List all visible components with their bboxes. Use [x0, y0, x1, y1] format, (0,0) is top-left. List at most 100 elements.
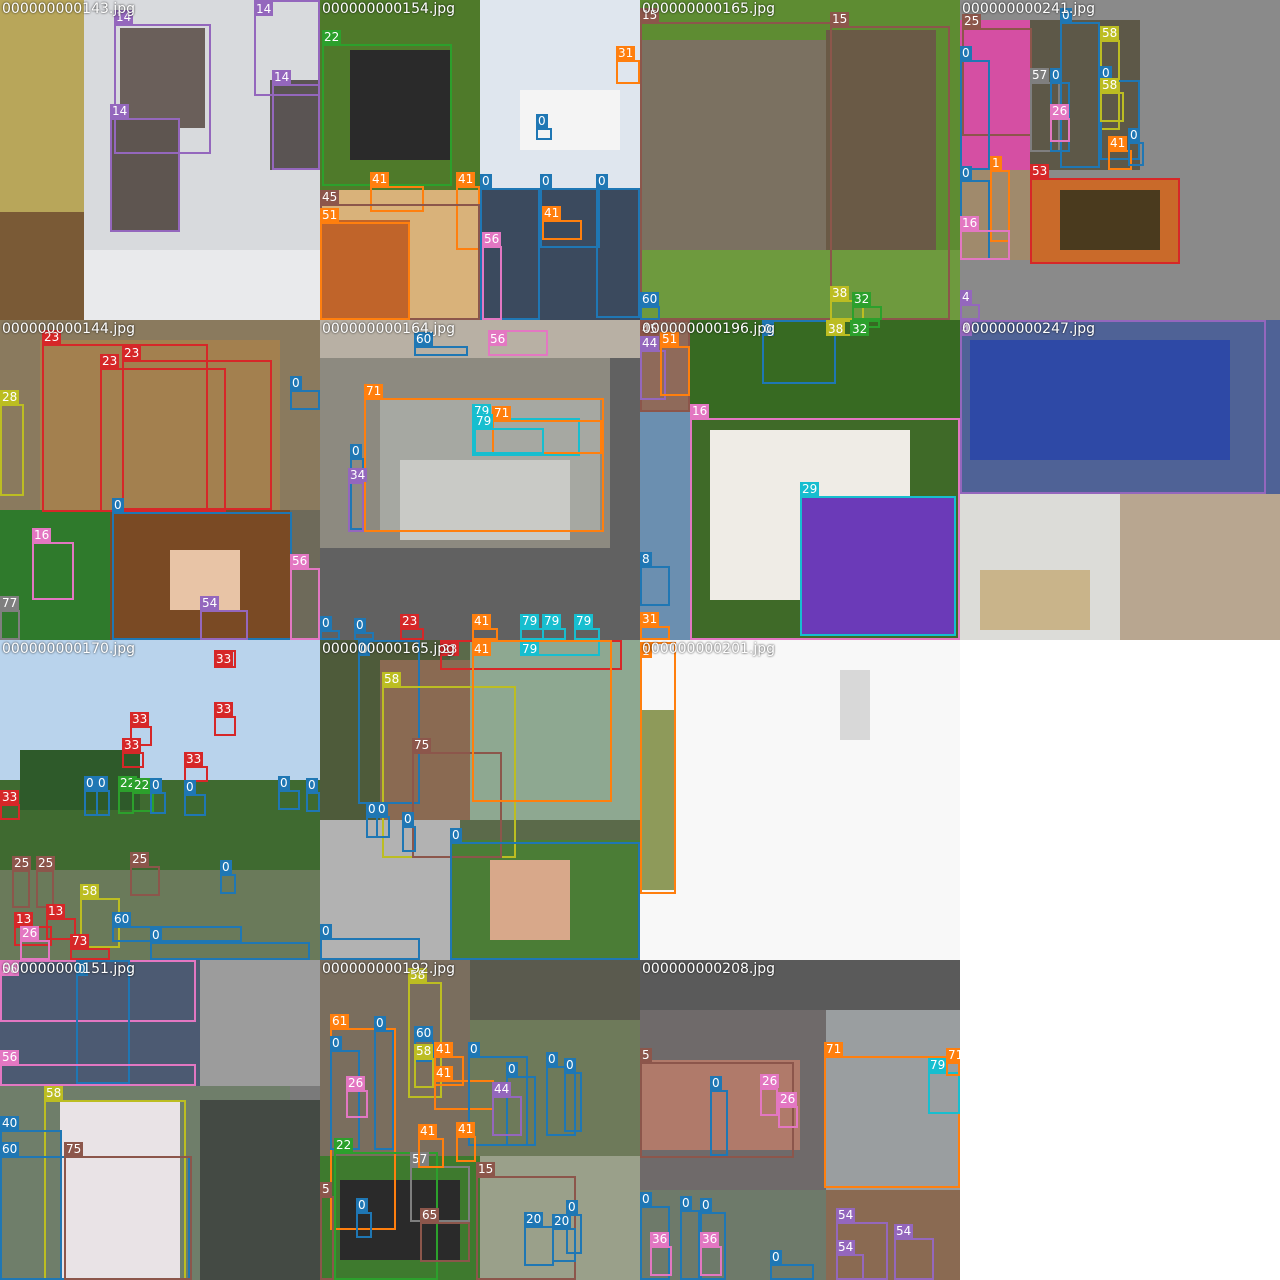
- class-label: 0: [564, 1058, 576, 1072]
- class-label: 8: [640, 552, 652, 566]
- class-label: 25: [962, 14, 982, 28]
- bounding-box: 31: [616, 46, 640, 84]
- bounding-box: 41: [456, 1122, 476, 1162]
- class-label: 25: [36, 856, 56, 870]
- photo-region: [970, 340, 1230, 460]
- bounding-box: 79: [474, 414, 544, 454]
- image-tile: 25 0 0 58 57 0 26 0 58 41 0 0 1 53 16 4 000000000241.jpg: [960, 0, 1280, 320]
- bounding-box: 79: [542, 614, 566, 640]
- bounding-box: 0: [150, 778, 166, 814]
- class-label: 41: [434, 1066, 454, 1080]
- class-label: 0: [374, 1016, 386, 1030]
- photo-region: [84, 250, 320, 320]
- image-filename: 000000000143.jpg: [2, 1, 135, 17]
- class-label: 58: [382, 672, 402, 686]
- bounding-box: 4: [960, 290, 980, 320]
- class-label: 16: [690, 404, 710, 418]
- class-label: 58: [1100, 78, 1120, 92]
- image-tile: 56 60 71 79 71 79 0 34 0 0 23 41 79 79 79 000000000164.…: [320, 320, 640, 640]
- bounding-box: 22: [132, 778, 154, 812]
- bounding-box: 33: [0, 790, 20, 820]
- bounding-box: 56: [488, 330, 548, 356]
- bounding-box: 20: [524, 1212, 554, 1266]
- photo-region: [200, 960, 320, 1086]
- class-label: 41: [434, 1042, 454, 1056]
- bounding-box: 0: [762, 320, 836, 384]
- bounding-box: 0: [96, 776, 110, 816]
- bounding-box: 0: [1128, 128, 1144, 166]
- bounding-box: 23: [100, 354, 226, 512]
- bounding-box: 79: [574, 614, 600, 640]
- class-label: 79: [574, 614, 594, 628]
- photo-region: [802, 496, 956, 636]
- bounding-box: 65: [420, 1208, 470, 1262]
- class-label: 0: [1128, 128, 1140, 142]
- bounding-box: 71: [824, 1042, 960, 1188]
- class-label: 26: [1050, 104, 1070, 118]
- class-label: 0: [330, 1036, 342, 1050]
- class-label: 0: [480, 174, 492, 188]
- bounding-box: 38: [830, 286, 864, 320]
- class-label: 41: [542, 206, 562, 220]
- class-label: 33: [184, 752, 204, 766]
- class-label: 71: [946, 1048, 960, 1062]
- class-label: 13: [14, 912, 34, 926]
- class-label: 0: [762, 322, 774, 336]
- class-label: 0: [356, 1198, 368, 1212]
- bounding-box: 53: [1030, 164, 1180, 264]
- photo-region: [826, 1190, 960, 1280]
- photo-region: [490, 860, 570, 940]
- bounding-box: 58: [408, 968, 442, 1098]
- photo-region: [826, 1010, 960, 1190]
- class-label: 0: [320, 924, 332, 938]
- class-label: 79: [474, 414, 494, 428]
- class-label: 1: [990, 156, 1002, 170]
- bounding-box: 58: [80, 884, 120, 948]
- photo-region: [640, 250, 960, 320]
- class-label: 0: [366, 802, 378, 816]
- photo-region: [350, 50, 450, 160]
- class-label: 41: [472, 642, 492, 656]
- class-label: 25: [12, 856, 32, 870]
- class-label: 40: [0, 1116, 20, 1130]
- image-tile: 23 23 23 28 0 0 16 56 54 77 000000000144.jpg: [0, 320, 320, 640]
- bounding-box: 44: [492, 1082, 522, 1136]
- photo-region: [0, 0, 84, 212]
- class-label: 54: [200, 596, 220, 610]
- image-filename: 000000000192.jpg: [322, 961, 455, 977]
- class-label: 16: [960, 216, 980, 230]
- class-label: 0: [278, 776, 290, 790]
- class-label: 26: [760, 1074, 780, 1088]
- bounding-box: 0: [320, 924, 420, 960]
- class-label: 73: [70, 934, 90, 948]
- class-label: 54: [836, 1208, 856, 1222]
- bounding-box: 41: [1108, 136, 1132, 170]
- class-label: 26: [346, 1076, 366, 1090]
- class-label: 57: [1030, 68, 1050, 82]
- class-label: 0: [84, 776, 96, 790]
- image-filename: 000000000165.jpg: [642, 1, 775, 17]
- class-label: 0: [112, 498, 124, 512]
- photo-region: [0, 212, 84, 320]
- class-label: 60: [0, 1142, 20, 1156]
- class-label: 23: [400, 614, 420, 628]
- bounding-box: 0: [546, 1052, 576, 1136]
- class-label: 56: [482, 232, 502, 246]
- photo-region: [826, 30, 936, 250]
- class-label: 44: [492, 1082, 512, 1096]
- class-label: 33: [122, 738, 142, 752]
- bounding-box: 13: [46, 904, 76, 940]
- class-label: 71: [492, 406, 512, 420]
- class-label: 0: [1060, 8, 1072, 22]
- class-label: 61: [330, 1014, 350, 1028]
- class-label: 0: [150, 928, 162, 942]
- class-label: 0: [354, 618, 366, 632]
- bounding-box: 25: [36, 856, 56, 908]
- class-label: 31: [640, 612, 660, 626]
- bounding-box: 16: [690, 404, 960, 640]
- class-label: 0: [150, 778, 162, 792]
- bounding-box: 0: [374, 1016, 394, 1150]
- bounding-box: 5: [640, 1048, 794, 1158]
- class-label: 20: [524, 1212, 544, 1226]
